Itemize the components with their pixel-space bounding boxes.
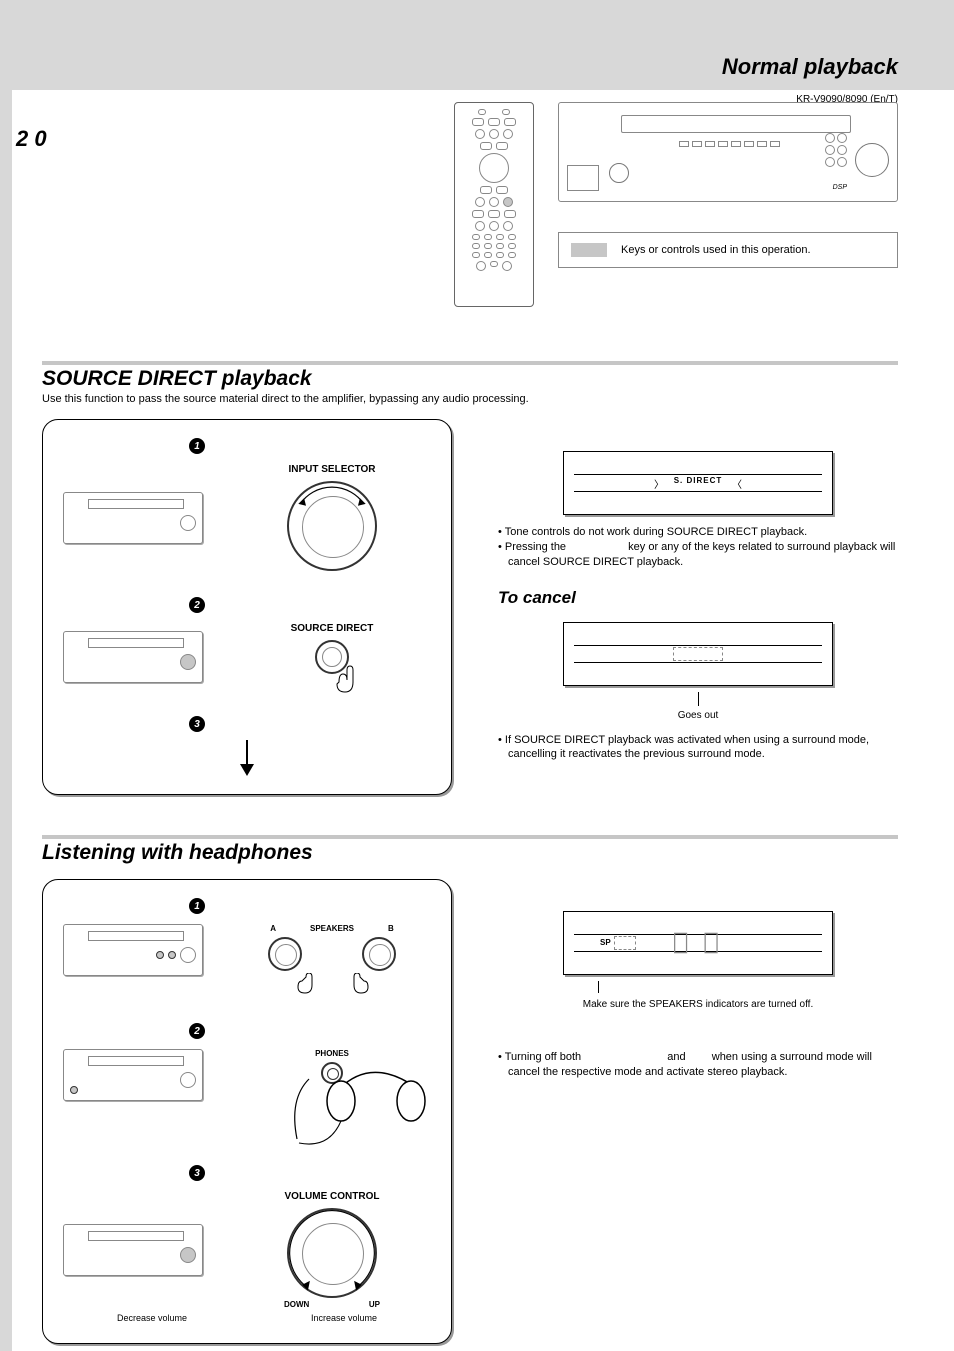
headphones-note: • Turning off both and when using a surr… [498,1050,898,1080]
source-direct-label: SOURCE DIRECT [229,623,435,634]
display-speakers-off: SP ⎕ ⎕ [563,911,833,975]
side-stripe [0,90,12,1351]
input-selector-knob [287,481,377,571]
speakers-off-caption: Make sure the SPEAKERS indicators are tu… [498,999,898,1010]
legend: Keys or controls used in this operation. [558,232,898,268]
section-rule-2 [42,835,898,839]
hp-step-1-badge: 1 [189,898,205,914]
receiver-diagram: DSP [558,102,898,202]
sp-indicator: SP [600,938,611,947]
down-arrow-icon [234,738,260,778]
volume-control-label: VOLUME CONTROL [229,1191,435,1202]
note-pressing-key: • Pressing the key or any of the keys re… [498,540,898,570]
section-rule [42,361,898,365]
receiver-mini-hp2 [63,1049,203,1101]
section1-heading: SOURCE DIRECT playback [42,367,898,391]
receiver-mini-hp3 [63,1224,203,1276]
goes-out-label: Goes out [498,710,898,721]
headphones-panel: 1 A SPEAKERS B [42,879,452,1344]
legend-swatch [571,243,607,257]
hp-step-3-badge: 3 [189,1165,205,1181]
display-cancel [563,622,833,686]
receiver-mini-hp1 [63,924,203,976]
decrease-volume-label: Decrease volume [117,1313,187,1323]
legend-text: Keys or controls used in this operation. [621,244,811,256]
step-3-badge: 3 [189,716,205,732]
sdirect-indicator: S. DIRECT [674,476,723,485]
speakers-b-label: B [388,924,394,933]
speakers-a-label: A [270,924,276,933]
section1-sub: Use this function to pass the source mat… [42,393,898,405]
remote-diagram [454,102,534,307]
step-1-badge: 1 [189,438,205,454]
page-number: 2 0 [16,126,47,152]
input-selector-label: INPUT SELECTOR [229,464,435,475]
speakers-a-button [268,937,302,971]
to-cancel-heading: To cancel [498,588,898,608]
speakers-label: SPEAKERS [310,924,354,933]
hp-step-2-badge: 2 [189,1023,205,1039]
increase-volume-label: Increase volume [311,1313,377,1323]
page-title: Normal playback [722,54,898,80]
press-hands-icon [272,973,392,997]
step-2-badge: 2 [189,597,205,613]
speakers-b-button [362,937,396,971]
display-sdirect: 〉 S. DIRECT 〈 [563,451,833,515]
receiver-mini-1 [63,492,203,544]
headphones-icon [269,1049,439,1169]
reference-figures: DSP Keys or controls used in this operat… [42,102,898,307]
source-direct-panel: 1 INPUT SELECTOR [42,419,452,795]
section2-heading: Listening with headphones [42,841,898,865]
volume-knob-icon [287,1208,377,1298]
receiver-mini-2 [63,631,203,683]
press-hand-icon [329,662,363,696]
cancel-note: • If SOURCE DIRECT playback was activate… [498,733,898,763]
note-tone-controls: • Tone controls do not work during SOURC… [498,525,898,540]
